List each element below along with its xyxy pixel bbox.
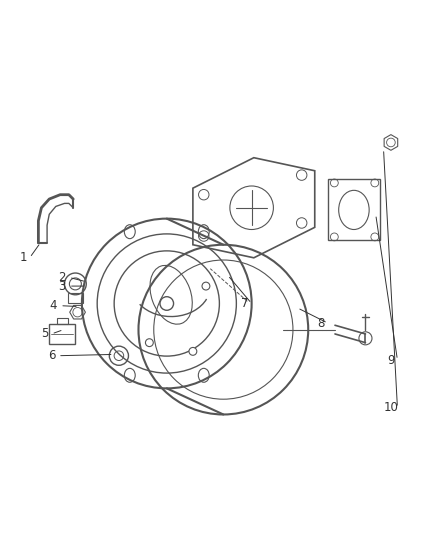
- Text: 1: 1: [19, 251, 27, 264]
- Text: 6: 6: [48, 349, 55, 362]
- Text: 5: 5: [41, 327, 49, 341]
- Bar: [67, 294, 83, 303]
- Circle shape: [189, 348, 197, 356]
- Text: 3: 3: [59, 280, 66, 293]
- Bar: [49, 324, 75, 344]
- Text: 4: 4: [50, 299, 57, 312]
- Text: 8: 8: [318, 317, 325, 329]
- Text: 10: 10: [384, 401, 398, 415]
- Text: 7: 7: [241, 297, 249, 310]
- Bar: [57, 318, 67, 324]
- Text: 2: 2: [59, 271, 66, 284]
- Text: 9: 9: [387, 353, 395, 367]
- Circle shape: [145, 339, 153, 346]
- Circle shape: [202, 282, 210, 290]
